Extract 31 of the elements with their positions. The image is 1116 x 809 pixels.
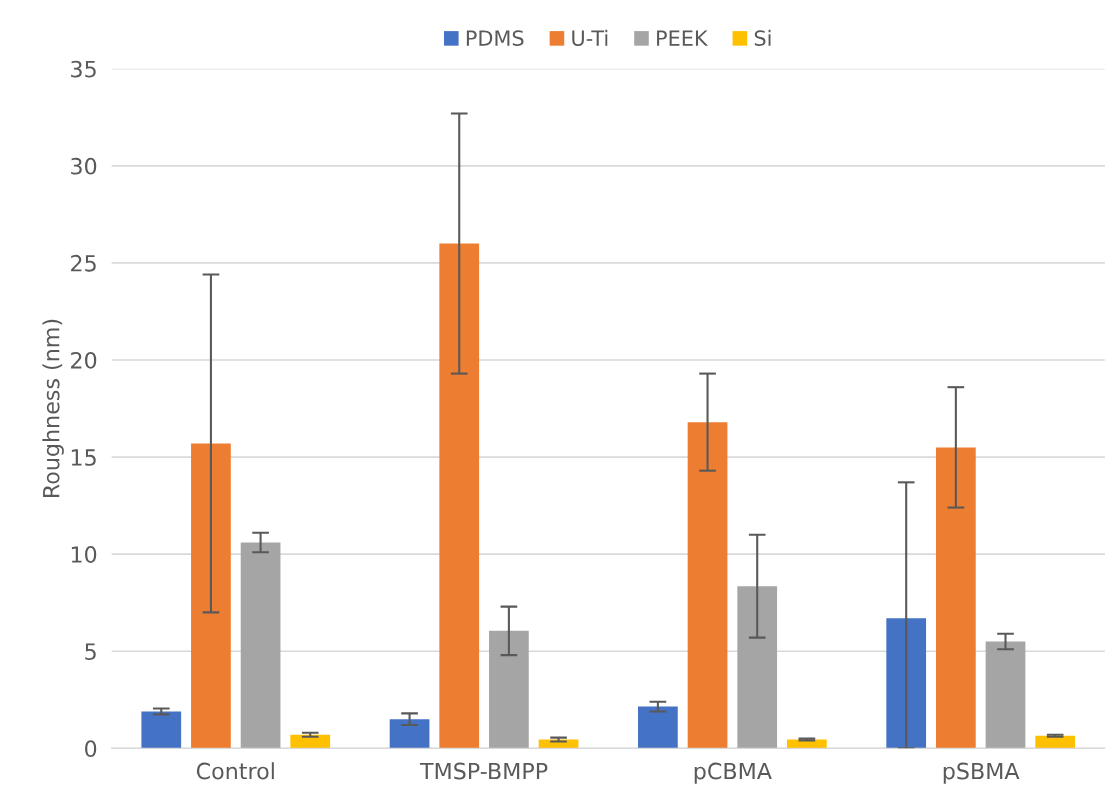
bar bbox=[737, 586, 778, 749]
y-tick-label: 20 bbox=[71, 351, 97, 369]
bar bbox=[687, 422, 728, 749]
bar bbox=[886, 618, 927, 749]
legend-label: PDMS bbox=[466, 30, 524, 46]
y-tick-label: 15 bbox=[71, 449, 96, 466]
bar bbox=[191, 443, 231, 749]
legend-label: U-Ti bbox=[572, 29, 608, 46]
bar bbox=[439, 243, 480, 749]
bar bbox=[489, 630, 529, 749]
bar bbox=[141, 711, 182, 749]
bar bbox=[935, 447, 976, 749]
bar bbox=[1035, 735, 1076, 749]
bar bbox=[985, 641, 1026, 749]
x-tick-label: pCBMA bbox=[694, 762, 772, 784]
x-tick-label: pSBMA bbox=[943, 762, 1020, 784]
legend-label: Si bbox=[754, 29, 771, 46]
y-tick-label: 0 bbox=[85, 740, 97, 758]
bar bbox=[290, 734, 331, 749]
bar bbox=[638, 706, 678, 749]
y-tick-label: 30 bbox=[71, 157, 97, 175]
y-tick-label: 35 bbox=[71, 60, 96, 78]
y-tick-label: 5 bbox=[85, 643, 96, 660]
bar bbox=[240, 542, 281, 749]
y-tick-label: 10 bbox=[71, 546, 97, 563]
bar bbox=[389, 719, 430, 749]
y-tick-label: 25 bbox=[71, 254, 96, 272]
legend-label: PEEK bbox=[657, 30, 709, 46]
x-tick-label: Control bbox=[196, 762, 274, 780]
y-axis-title: Roughness (nm) bbox=[42, 319, 64, 498]
x-tick-label: TMSP-BMPP bbox=[419, 762, 548, 780]
